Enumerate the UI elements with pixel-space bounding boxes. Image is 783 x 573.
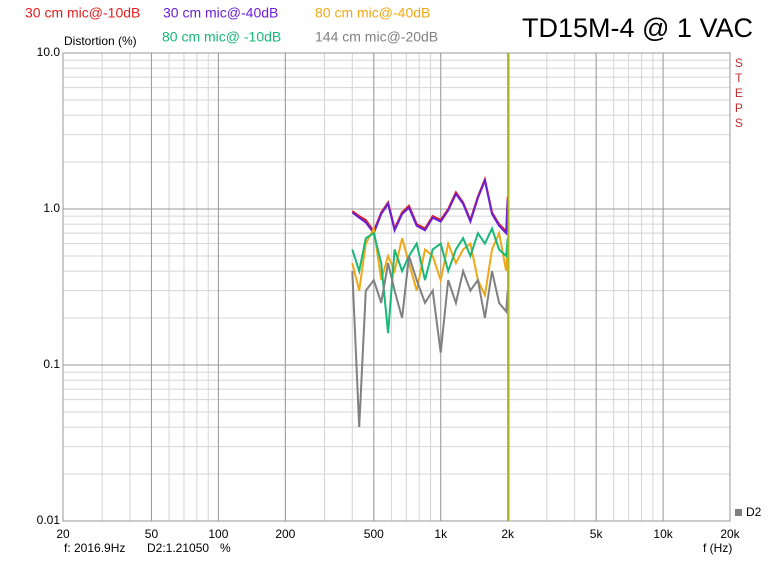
y-axis-label: Distortion (%): [64, 34, 137, 48]
x-tick-label: 1k: [434, 527, 448, 541]
y-tick-label: 10.0: [37, 45, 61, 59]
series-line: [351, 255, 509, 428]
series-line: [351, 177, 509, 236]
y-tick-label: 1.0: [43, 201, 60, 215]
x-tick-label: 500: [364, 527, 384, 541]
trace-swatch: [735, 509, 742, 516]
legend-label: 30 cm mic@-10dB: [25, 5, 140, 21]
x-tick-label: 100: [208, 527, 228, 541]
trace-label: D2: [746, 505, 762, 519]
legend-label: 30 cm mic@-40dB: [163, 5, 278, 21]
legend-label: 80 cm mic@-40dB: [315, 5, 430, 21]
status-freq: f: 2016.9Hz: [64, 541, 125, 555]
legend-label: 144 cm mic@-20dB: [315, 29, 438, 45]
x-tick-label: 10k: [653, 527, 673, 541]
status-value: D2:1.21050: [147, 541, 209, 555]
x-tick-label: 20k: [720, 527, 740, 541]
x-tick-label: 2k: [501, 527, 515, 541]
y-tick-label: 0.1: [43, 357, 60, 371]
y-tick-label: 0.01: [37, 513, 61, 527]
x-tick-label: 5k: [590, 527, 604, 541]
x-tick-label: 200: [275, 527, 295, 541]
legend-label: 80 cm mic@ -10dB: [162, 29, 281, 45]
chart-title: TD15M-4 @ 1 VAC: [522, 13, 753, 43]
x-axis-label: f (Hz): [703, 541, 732, 555]
x-tick-label: 50: [145, 527, 159, 541]
side-label: STEPS: [732, 56, 746, 131]
status-unit: %: [220, 541, 231, 555]
series-line: [351, 225, 509, 299]
series-line: [351, 225, 509, 334]
plot-area: [62, 52, 731, 522]
x-tick-label: 20: [56, 527, 70, 541]
